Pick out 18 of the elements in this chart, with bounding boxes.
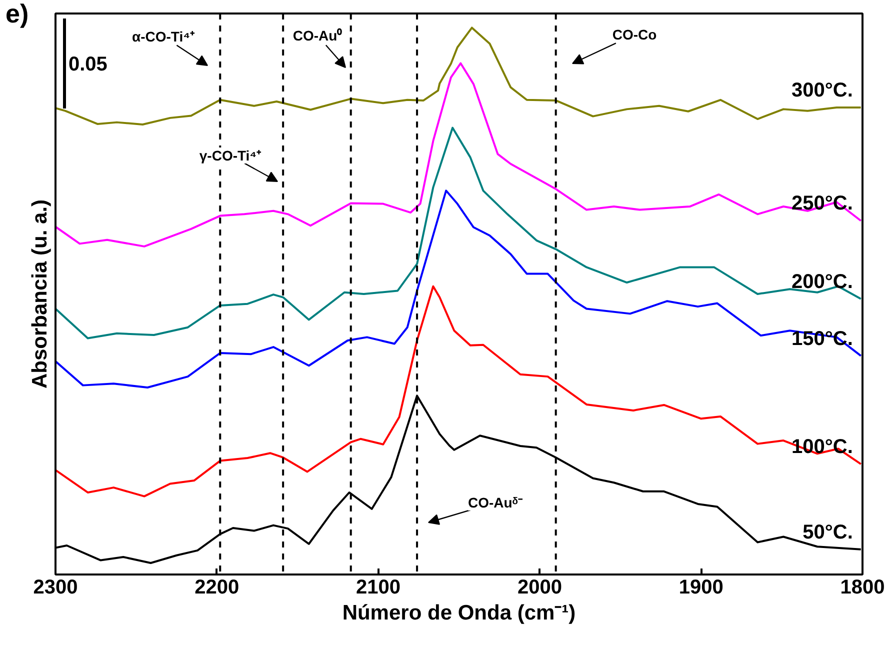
x-tick-label: 2100: [356, 576, 401, 598]
annotation: CO-Auᵟ⁻: [468, 494, 524, 510]
x-tick-label: 1900: [678, 576, 724, 598]
chart-title: e): [6, 0, 29, 28]
x-tick-label: 2300: [33, 576, 78, 598]
annotation: 0.05: [68, 54, 108, 76]
x-tick-label: 2000: [517, 576, 562, 598]
annotation: CO-Co: [612, 26, 657, 42]
y-axis-title: Absorbancia (u. a.): [28, 199, 52, 389]
series-label: 200°C.: [792, 270, 853, 293]
x-tick-label: 2200: [194, 576, 240, 598]
series-label: 50°C.: [802, 521, 853, 544]
annotation: CO-Au⁰: [292, 28, 342, 44]
annotation: α-CO-Ti⁴⁺: [132, 28, 196, 44]
annotation: γ-CO-Ti⁴⁺: [199, 148, 262, 164]
series-label: 300°C.: [792, 80, 853, 102]
x-axis-title: Número de Onda (cm⁻¹): [342, 602, 576, 624]
x-tick-label: 1800: [840, 576, 885, 598]
